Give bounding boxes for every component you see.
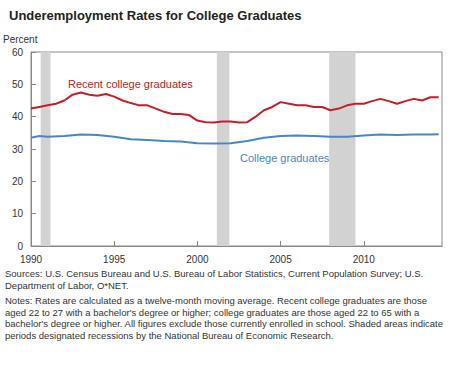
svg-text:30: 30 [12, 144, 24, 155]
svg-text:Recent college graduates: Recent college graduates [68, 78, 193, 90]
svg-text:0: 0 [17, 241, 23, 252]
svg-text:2005: 2005 [269, 254, 292, 265]
svg-text:Percent: Percent [3, 34, 38, 45]
svg-text:2010: 2010 [353, 254, 376, 265]
svg-text:Underemployment Rates for Coll: Underemployment Rates for College Gradua… [9, 8, 302, 23]
svg-text:50: 50 [12, 79, 24, 90]
svg-text:1995: 1995 [103, 254, 126, 265]
svg-text:10: 10 [12, 208, 24, 219]
svg-text:20: 20 [12, 176, 24, 187]
svg-text:1990: 1990 [20, 254, 43, 265]
html-text:Notes: Rates are calculated as: Notes: Rates are calculated as a twelve-… [5, 295, 443, 341]
html-text:Sources: U.S. Census Bureau an: Sources: U.S. Census Bureau and U.S. Bur… [5, 268, 424, 291]
svg-text:40: 40 [12, 111, 24, 122]
svg-text:2000: 2000 [186, 254, 209, 265]
svg-text:College graduates: College graduates [240, 152, 330, 164]
svg-text:60: 60 [12, 47, 24, 58]
